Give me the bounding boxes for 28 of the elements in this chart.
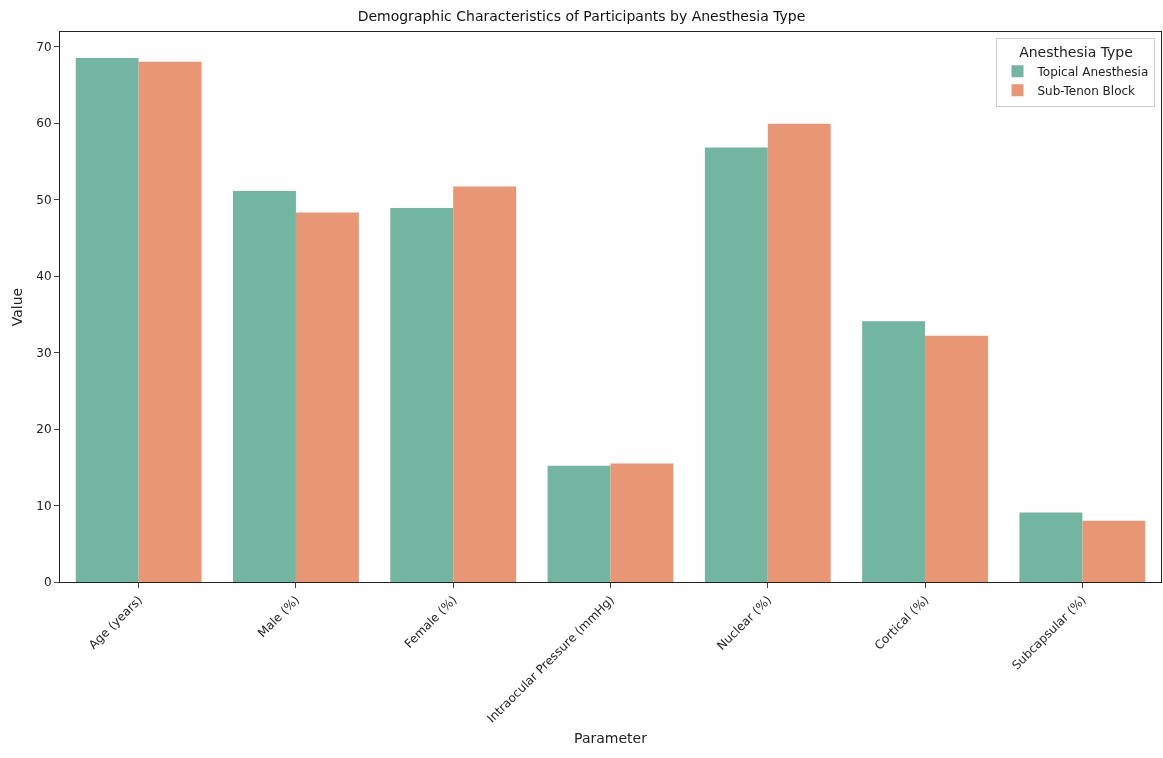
y-tick-label: 50 <box>36 192 52 207</box>
legend-label: Sub-Tenon Block <box>1037 83 1136 98</box>
bar <box>610 463 674 582</box>
bar <box>138 61 202 582</box>
bar <box>1019 512 1083 582</box>
bar <box>547 465 611 582</box>
y-axis-title: Value <box>9 287 25 327</box>
y-tick-label: 20 <box>36 422 52 437</box>
legend-label: Topical Anesthesia <box>1036 64 1149 79</box>
y-tick-label: 10 <box>36 498 52 513</box>
y-tick-label: 40 <box>36 269 52 284</box>
y-tick-label: 30 <box>36 345 52 360</box>
bar <box>704 147 768 582</box>
bar <box>925 335 988 582</box>
bar <box>75 58 139 582</box>
y-tick-label: 60 <box>36 116 52 131</box>
bar <box>390 207 454 582</box>
bar <box>1082 520 1146 582</box>
bar <box>767 123 831 582</box>
bar <box>862 321 926 582</box>
bar <box>295 212 359 582</box>
chart-title: Demographic Characteristics of Participants by Anesthesia Type <box>357 8 806 25</box>
legend-title: Anesthesia Type <box>1019 43 1133 60</box>
y-tick-label: 0 <box>43 575 52 590</box>
bar <box>233 191 296 582</box>
x-axis-title: Parameter <box>574 729 648 746</box>
y-tick-label: 70 <box>36 39 52 54</box>
bar <box>453 186 517 582</box>
